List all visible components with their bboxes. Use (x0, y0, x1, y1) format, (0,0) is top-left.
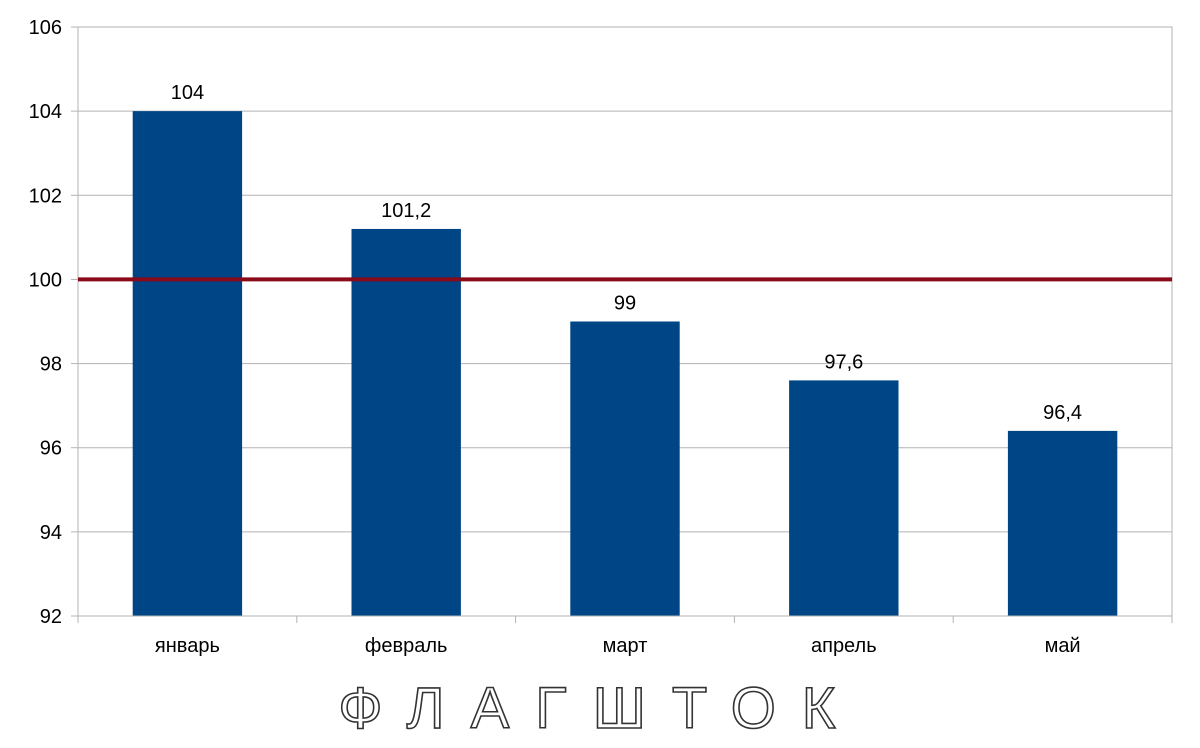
y-tick-label: 94 (40, 522, 62, 544)
x-category-label: май (1045, 635, 1081, 657)
y-tick-labels: 92 94 96 98 100 102 104 106 (29, 17, 62, 628)
data-label: 99 (614, 293, 636, 315)
y-tick-label: 104 (29, 101, 62, 123)
data-label: 96,4 (1043, 402, 1082, 424)
bar (351, 228, 461, 616)
brand-watermark: ФЛАГШТОК (338, 676, 861, 741)
bar (789, 380, 899, 616)
bars (132, 111, 1118, 617)
x-category-label: февраль (365, 635, 448, 657)
y-tick-label: 100 (29, 269, 62, 291)
axes (71, 26, 1173, 623)
y-tick-label: 106 (29, 17, 62, 39)
bar (132, 111, 243, 617)
y-tick-label: 98 (40, 354, 62, 376)
x-category-label: апрель (811, 635, 877, 657)
bar (1007, 430, 1118, 616)
data-label: 97,6 (824, 351, 863, 373)
plot-border (77, 26, 1173, 617)
data-label: 101,2 (381, 200, 431, 222)
y-tick-label: 102 (29, 185, 62, 207)
y-tick-label: 96 (40, 438, 62, 460)
y-tick-label: 92 (40, 606, 62, 628)
bar (570, 321, 680, 616)
x-category-label: январь (155, 635, 220, 657)
data-labels: 104 101,2 99 97,6 96,4 (171, 82, 1082, 424)
x-category-label: март (603, 635, 648, 657)
data-label: 104 (171, 82, 204, 104)
x-category-labels: январь февраль март апрель май (155, 635, 1081, 657)
